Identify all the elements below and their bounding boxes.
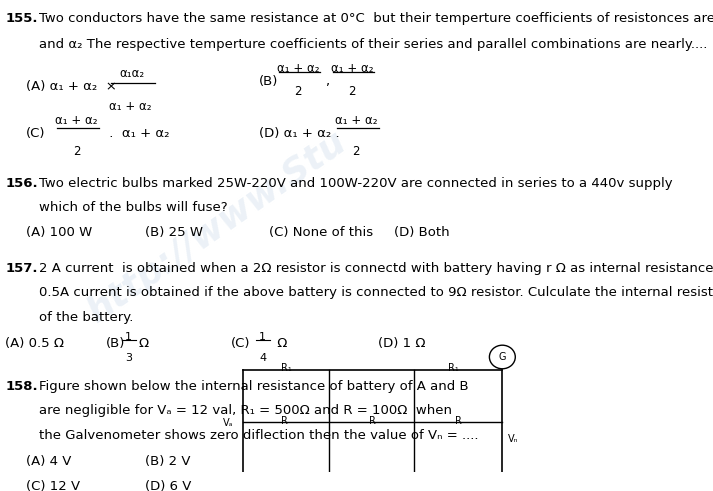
Text: α₁ + α₂: α₁ + α₂ xyxy=(335,114,378,127)
Text: 2: 2 xyxy=(352,145,360,158)
Text: R: R xyxy=(282,416,288,426)
Text: .  α₁ + α₂: . α₁ + α₂ xyxy=(105,127,169,140)
Text: 156.: 156. xyxy=(5,177,38,190)
Text: (A) 4 V: (A) 4 V xyxy=(26,455,71,468)
Text: 3: 3 xyxy=(125,353,132,363)
Text: and α₂ The respective temperture coefficients of their series and parallel combi: and α₂ The respective temperture coeffic… xyxy=(39,38,707,51)
Text: the Galvenometer shows zero diflection then the value of Vₙ = ....: the Galvenometer shows zero diflection t… xyxy=(39,429,478,442)
Text: α₁α₂: α₁α₂ xyxy=(120,67,145,80)
Text: (B): (B) xyxy=(259,75,278,87)
Text: 158.: 158. xyxy=(5,380,38,393)
Text: 4: 4 xyxy=(259,353,266,363)
Text: Figure shown below the internal resistance of battery of A and B: Figure shown below the internal resistan… xyxy=(39,380,468,393)
Text: (C): (C) xyxy=(26,127,46,140)
Text: 2: 2 xyxy=(294,85,302,98)
Text: α₁ + α₂: α₁ + α₂ xyxy=(331,62,374,75)
Text: (A) α₁ + α₂  ×: (A) α₁ + α₂ × xyxy=(26,80,117,93)
Text: 155.: 155. xyxy=(5,12,38,25)
Text: α₁ + α₂: α₁ + α₂ xyxy=(109,100,152,113)
Text: 157.: 157. xyxy=(5,262,38,275)
Text: 2: 2 xyxy=(349,85,356,98)
Text: (C) 12 V: (C) 12 V xyxy=(26,480,80,491)
Text: 1: 1 xyxy=(125,331,132,342)
Text: (A) 100 W: (A) 100 W xyxy=(26,226,92,239)
Text: 1: 1 xyxy=(259,331,266,342)
Text: Vₐ: Vₐ xyxy=(222,418,233,428)
Text: (B) 2 V: (B) 2 V xyxy=(145,455,190,468)
Text: (D) 6 V: (D) 6 V xyxy=(145,480,191,491)
Text: of the battery.: of the battery. xyxy=(39,311,133,324)
Text: (A) 0.5 Ω: (A) 0.5 Ω xyxy=(5,337,64,350)
Text: Two electric bulbs marked 25W-220V and 100W-220V are connected in series to a 44: Two electric bulbs marked 25W-220V and 1… xyxy=(39,177,672,190)
Text: 2 A current  is obtained when a 2Ω resistor is connectd with battery having r Ω : 2 A current is obtained when a 2Ω resist… xyxy=(39,262,713,275)
Text: (D) α₁ + α₂ .: (D) α₁ + α₂ . xyxy=(259,127,339,140)
Text: R: R xyxy=(455,416,462,426)
Text: R₁: R₁ xyxy=(448,363,458,373)
Text: R: R xyxy=(369,416,376,426)
Text: http://www.Stu: http://www.Stu xyxy=(82,124,354,328)
Text: R₁: R₁ xyxy=(281,363,292,373)
Text: α₁ + α₂: α₁ + α₂ xyxy=(277,62,319,75)
Text: α₁ + α₂: α₁ + α₂ xyxy=(56,114,98,127)
Text: Two conductors have the same resistance at 0°C  but their temperture coefficient: Two conductors have the same resistance … xyxy=(39,12,713,25)
Text: ,: , xyxy=(325,75,329,87)
Text: (C) None of this: (C) None of this xyxy=(270,226,374,239)
Circle shape xyxy=(489,345,515,369)
Text: (B): (B) xyxy=(106,337,125,350)
Text: Ω: Ω xyxy=(273,337,287,350)
Text: Ω: Ω xyxy=(139,337,149,350)
Text: which of the bulbs will fuse?: which of the bulbs will fuse? xyxy=(39,201,227,215)
Text: (D) Both: (D) Both xyxy=(394,226,449,239)
Text: (C): (C) xyxy=(230,337,250,350)
Text: 2: 2 xyxy=(73,145,81,158)
Text: 0.5A current is obtained if the above battery is connected to 9Ω resistor. Culcu: 0.5A current is obtained if the above ba… xyxy=(39,286,713,299)
Text: G: G xyxy=(498,352,506,362)
Text: Vₙ: Vₙ xyxy=(508,434,518,444)
Text: are negligible for Vₐ = 12 val, R₁ = 500Ω and R = 100Ω  when: are negligible for Vₐ = 12 val, R₁ = 500… xyxy=(39,404,452,417)
Text: (B) 25 W: (B) 25 W xyxy=(145,226,203,239)
Text: (D) 1 Ω: (D) 1 Ω xyxy=(378,337,426,350)
